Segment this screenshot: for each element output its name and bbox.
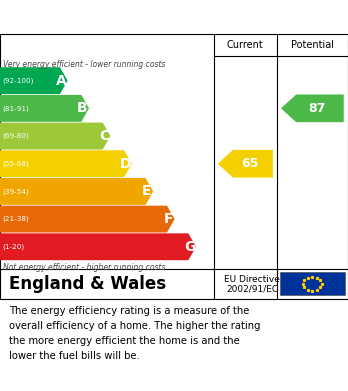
Text: A: A: [56, 74, 66, 88]
Text: (55-68): (55-68): [3, 160, 30, 167]
Text: (21-38): (21-38): [3, 216, 30, 222]
Polygon shape: [0, 95, 89, 122]
Polygon shape: [0, 233, 196, 260]
Text: 2002/91/EC: 2002/91/EC: [226, 285, 278, 294]
Polygon shape: [0, 150, 132, 177]
Text: Not energy efficient - higher running costs: Not energy efficient - higher running co…: [3, 263, 166, 272]
Text: Current: Current: [227, 40, 264, 50]
Text: E: E: [142, 185, 151, 198]
Text: EU Directive: EU Directive: [224, 275, 280, 284]
Text: G: G: [184, 240, 195, 254]
Text: Energy Efficiency Rating: Energy Efficiency Rating: [9, 10, 219, 25]
Text: D: D: [119, 157, 131, 171]
Polygon shape: [0, 178, 153, 205]
Text: (1-20): (1-20): [3, 244, 25, 250]
Text: (39-54): (39-54): [3, 188, 30, 195]
Text: (69-80): (69-80): [3, 133, 30, 139]
Polygon shape: [0, 67, 68, 94]
Text: (92-100): (92-100): [3, 77, 34, 84]
Text: (81-91): (81-91): [3, 105, 30, 111]
Polygon shape: [0, 123, 110, 149]
Text: B: B: [77, 101, 88, 115]
Text: Very energy efficient - lower running costs: Very energy efficient - lower running co…: [3, 60, 166, 69]
Text: England & Wales: England & Wales: [9, 275, 166, 293]
Text: F: F: [163, 212, 173, 226]
Text: Potential: Potential: [291, 40, 334, 50]
Polygon shape: [218, 150, 273, 178]
Polygon shape: [0, 206, 175, 233]
Text: The energy efficiency rating is a measure of the
overall efficiency of a home. T: The energy efficiency rating is a measur…: [9, 307, 260, 361]
Bar: [280, 272, 345, 296]
Text: C: C: [99, 129, 109, 143]
Polygon shape: [281, 95, 344, 122]
Text: 65: 65: [241, 157, 258, 170]
Text: 87: 87: [308, 102, 326, 115]
